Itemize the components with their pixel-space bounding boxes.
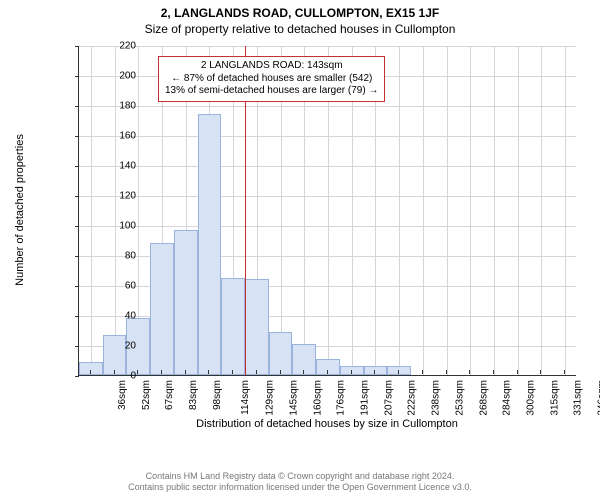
x-tick-label: 222sqm: [407, 380, 418, 416]
x-axis-label: Distribution of detached houses by size …: [78, 418, 576, 430]
histogram-bar: [79, 362, 103, 376]
y-tick-label: 180: [106, 101, 136, 112]
x-tick-label: 160sqm: [312, 380, 323, 416]
x-tick-label: 207sqm: [383, 380, 394, 416]
info-box-line: ← 87% of detached houses are smaller (54…: [165, 73, 378, 86]
histogram-bar: [174, 230, 198, 376]
attribution-footer: Contains HM Land Registry data © Crown c…: [0, 471, 600, 494]
histogram-bar: [221, 278, 245, 376]
page-subtitle: Size of property relative to detached ho…: [0, 20, 600, 40]
x-tick-label: 145sqm: [288, 380, 299, 416]
x-tick-label: 129sqm: [265, 380, 276, 416]
page-title: 2, LANGLANDS ROAD, CULLOMPTON, EX15 1JF: [0, 0, 600, 20]
plot-area: 2 LANGLANDS ROAD: 143sqm← 87% of detache…: [78, 46, 576, 376]
footer-line: Contains public sector information licen…: [0, 482, 600, 494]
y-tick-label: 120: [106, 191, 136, 202]
y-tick-label: 160: [106, 131, 136, 142]
x-tick-label: 52sqm: [141, 380, 152, 410]
histogram-bar: [198, 114, 222, 375]
x-tick-label: 238sqm: [431, 380, 442, 416]
x-tick-label: 300sqm: [526, 380, 537, 416]
y-tick-label: 220: [106, 41, 136, 52]
x-tick-label: 315sqm: [549, 380, 560, 416]
x-tick-label: 284sqm: [502, 380, 513, 416]
histogram-bar: [245, 279, 269, 375]
x-tick-label: 98sqm: [212, 380, 223, 410]
info-box: 2 LANGLANDS ROAD: 143sqm← 87% of detache…: [158, 56, 385, 102]
info-box-line: 2 LANGLANDS ROAD: 143sqm: [165, 60, 378, 73]
x-tick-label: 36sqm: [117, 380, 128, 410]
y-tick-label: 60: [106, 281, 136, 292]
y-tick-label: 140: [106, 161, 136, 172]
y-tick-label: 80: [106, 251, 136, 262]
x-tick-label: 268sqm: [478, 380, 489, 416]
x-tick-label: 67sqm: [164, 380, 175, 410]
x-tick-label: 253sqm: [454, 380, 465, 416]
histogram-chart: Number of detached properties 2 LANGLAND…: [28, 40, 588, 432]
histogram-bar: [150, 243, 174, 375]
x-tick-label: 191sqm: [360, 380, 371, 416]
footer-line: Contains HM Land Registry data © Crown c…: [0, 471, 600, 483]
x-tick-label: 114sqm: [240, 380, 251, 415]
y-tick-label: 40: [106, 311, 136, 322]
info-box-line: 13% of semi-detached houses are larger (…: [165, 85, 378, 98]
y-tick-label: 20: [106, 341, 136, 352]
y-tick-label: 200: [106, 71, 136, 82]
y-tick-label: 100: [106, 221, 136, 232]
x-tick-label: 83sqm: [188, 380, 199, 410]
x-tick-label: 331sqm: [573, 380, 584, 416]
histogram-bar: [269, 332, 293, 376]
x-tick-label: 176sqm: [336, 380, 347, 416]
